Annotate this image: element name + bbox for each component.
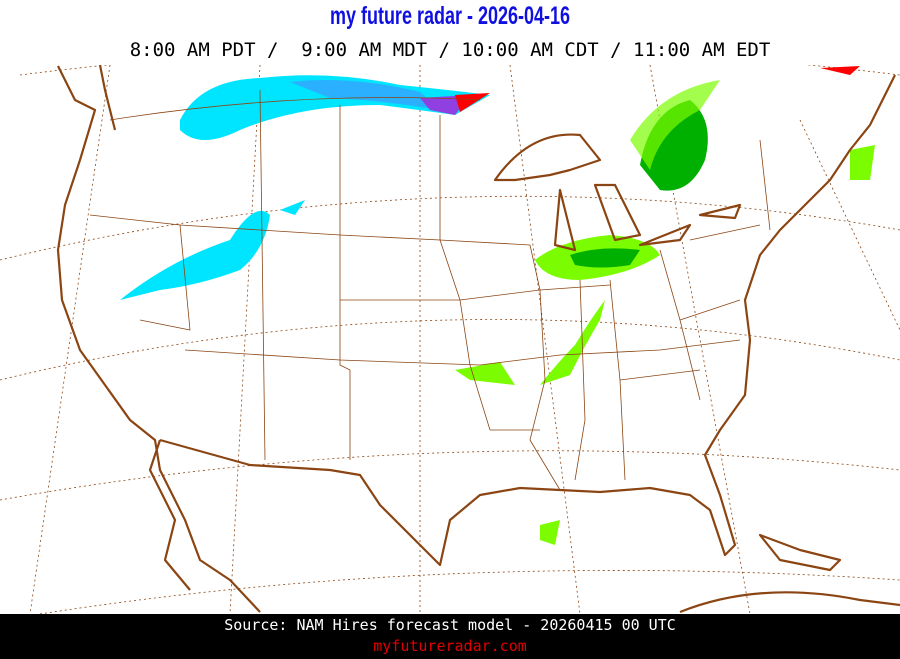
precipitation: [120, 66, 875, 545]
valid-times: 8:00 AM PDT / 9:00 AM MDT / 10:00 AM CDT…: [129, 39, 771, 61]
page-title: my future radar - 2026-04-16: [329, 2, 571, 30]
footer: Source: NAM Hires forecast model - 20260…: [0, 614, 900, 659]
site-link[interactable]: myfutureradar.com: [373, 637, 527, 655]
source-text: Source: NAM Hires forecast model - 20260…: [224, 616, 676, 634]
state-boundaries: [89, 89, 771, 491]
coastline: [56, 65, 900, 614]
radar-map: [0, 65, 900, 614]
graticule: [0, 65, 900, 614]
